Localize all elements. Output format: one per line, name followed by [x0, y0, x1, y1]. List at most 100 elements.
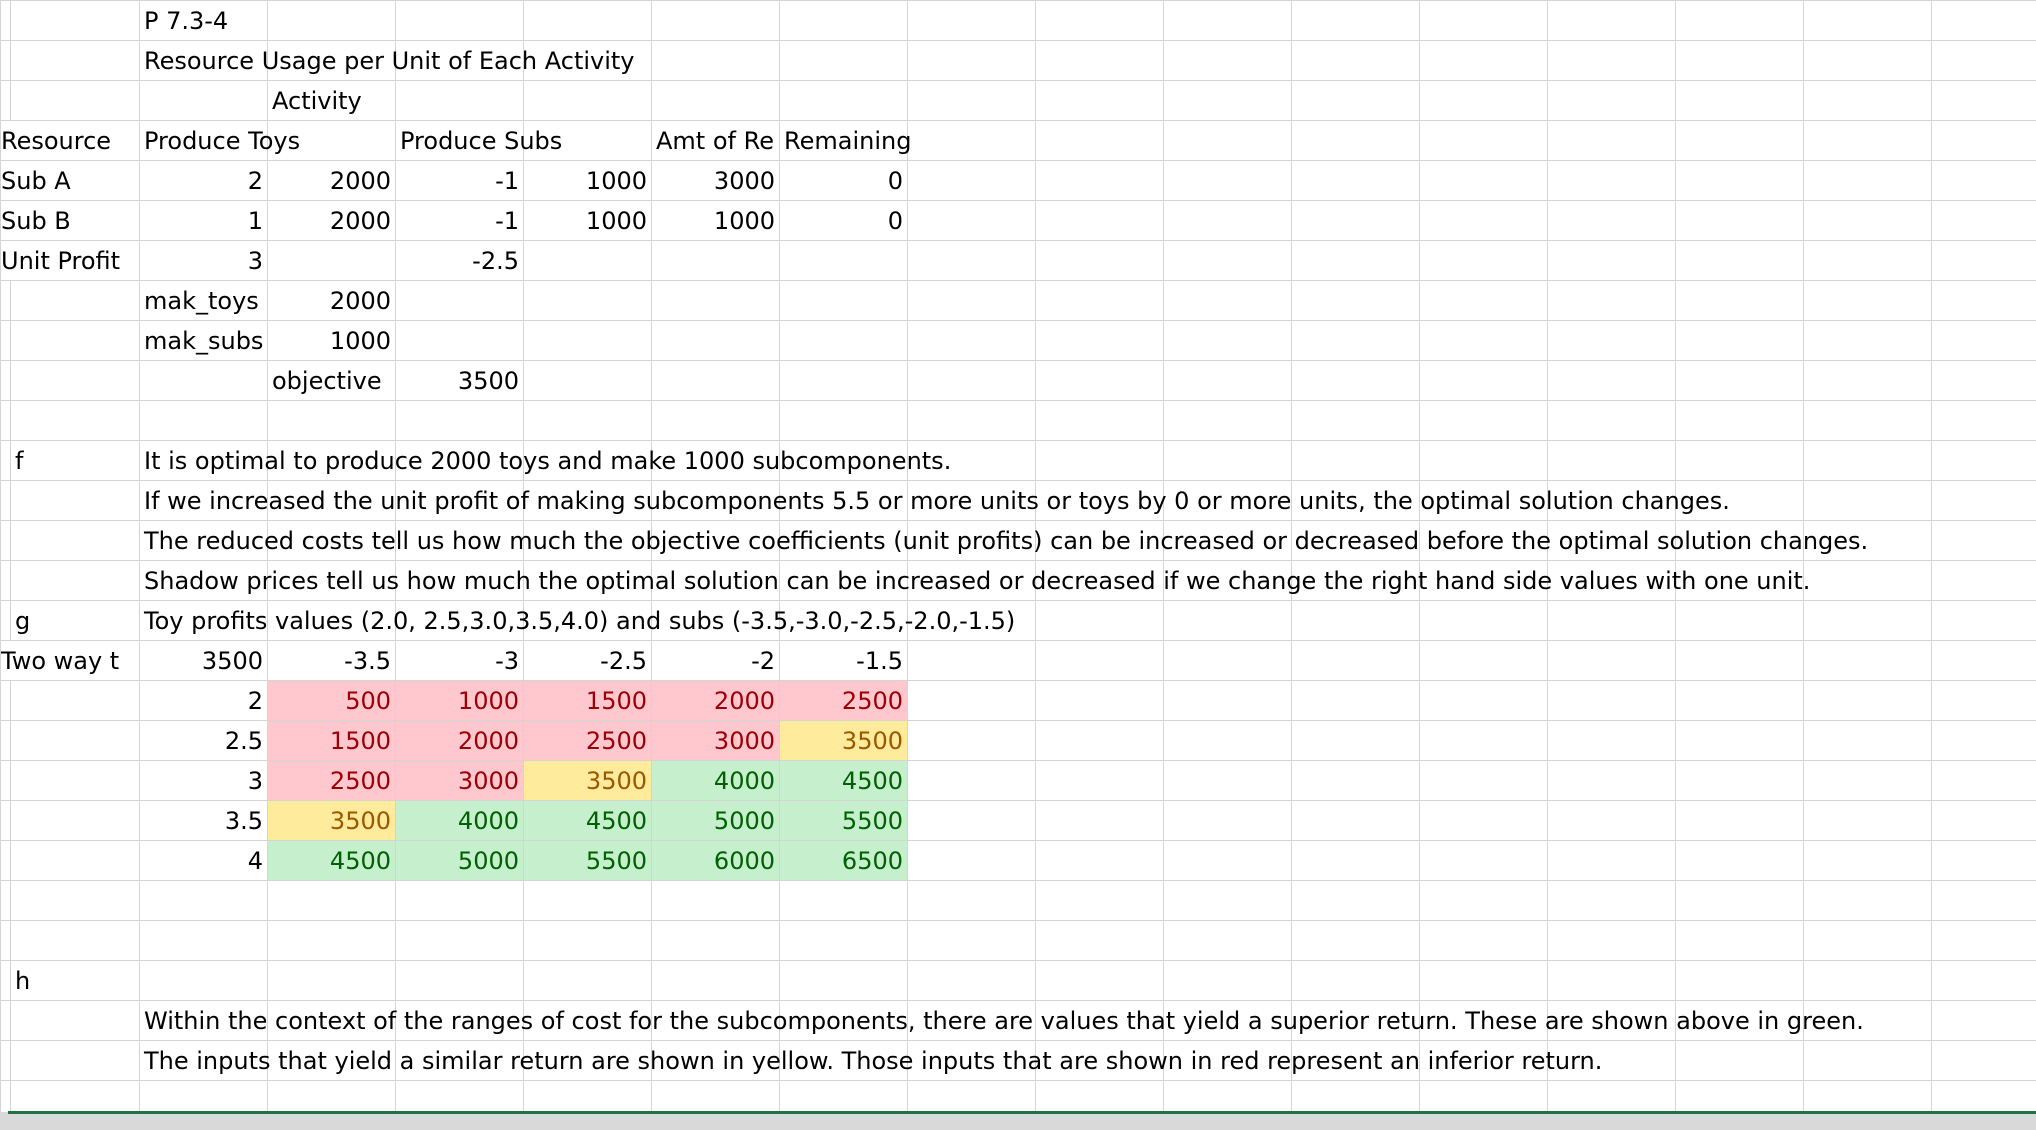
- sheet-cell[interactable]: [1419, 440, 1548, 481]
- sheet-cell[interactable]: [395, 1080, 524, 1113]
- sheet-cell[interactable]: [1803, 920, 1932, 961]
- objective-value-cell[interactable]: 3500: [395, 360, 524, 401]
- two-way-value-cell[interactable]: 1000: [395, 680, 524, 721]
- sheet-cell[interactable]: [1547, 320, 1676, 361]
- sheet-cell[interactable]: [523, 80, 652, 121]
- sheet-cell[interactable]: [0, 480, 11, 521]
- sheet-cell[interactable]: [10, 480, 140, 521]
- sheet-cell[interactable]: [10, 720, 140, 761]
- sheet-cell[interactable]: [1163, 320, 1292, 361]
- subs-usage-cell[interactable]: -1: [395, 200, 524, 241]
- sheet-cell[interactable]: [1547, 1080, 1676, 1113]
- sheet-cell[interactable]: [907, 360, 1036, 401]
- toy-value-header-cell[interactable]: 3.5: [139, 800, 268, 841]
- sub-value-header-cell[interactable]: -3: [395, 640, 524, 681]
- sheet-cell[interactable]: [139, 400, 268, 441]
- two-way-value-cell[interactable]: 4500: [523, 800, 652, 841]
- sheet-cell[interactable]: [1803, 1080, 1932, 1113]
- sheet-cell[interactable]: [1163, 560, 1292, 601]
- sheet-cell[interactable]: [523, 920, 652, 961]
- sheet-cell[interactable]: [1931, 520, 2036, 561]
- sheet-cell[interactable]: [1931, 1080, 2036, 1113]
- sheet-cell[interactable]: [267, 400, 396, 441]
- sheet-cell[interactable]: [10, 520, 140, 561]
- sheet-cell[interactable]: [907, 0, 1036, 41]
- sheet-cell[interactable]: [10, 400, 140, 441]
- sheet-cell[interactable]: [907, 560, 1036, 601]
- sheet-cell[interactable]: [1035, 0, 1164, 41]
- sheet-cell[interactable]: [779, 960, 908, 1001]
- sheet-cell[interactable]: [0, 760, 11, 801]
- sheet-cell[interactable]: [1675, 640, 1804, 681]
- two-way-corner-cell[interactable]: 3500: [139, 640, 268, 681]
- sheet-cell[interactable]: [0, 560, 11, 601]
- sheet-cell[interactable]: [1675, 0, 1804, 41]
- sheet-cell[interactable]: [1675, 400, 1804, 441]
- sheet-cell[interactable]: [651, 0, 780, 41]
- sheet-cell[interactable]: [907, 840, 1036, 881]
- sheet-cell[interactable]: [1803, 1000, 1932, 1041]
- sheet-cell[interactable]: [395, 960, 524, 1001]
- sheet-cell[interactable]: [1163, 640, 1292, 681]
- sheet-cell[interactable]: [907, 280, 1036, 321]
- sheet-cell[interactable]: [1163, 960, 1292, 1001]
- sheet-cell[interactable]: [1931, 480, 2036, 521]
- resource-name-cell[interactable]: Sub B: [0, 200, 140, 241]
- sheet-cell[interactable]: [1547, 280, 1676, 321]
- sheet-cell[interactable]: [10, 680, 140, 721]
- sheet-cell[interactable]: [779, 40, 908, 81]
- sheet-cell[interactable]: [1163, 840, 1292, 881]
- sheet-cell[interactable]: [10, 800, 140, 841]
- sheet-cell[interactable]: [651, 920, 780, 961]
- sheet-cell[interactable]: [1163, 120, 1292, 161]
- sheet-cell[interactable]: [1291, 40, 1420, 81]
- sheet-cell[interactable]: [1291, 400, 1420, 441]
- sheet-cell[interactable]: [1675, 960, 1804, 1001]
- sheet-cell[interactable]: [1803, 720, 1932, 761]
- sheet-cell[interactable]: [779, 320, 908, 361]
- sheet-cell[interactable]: [1035, 80, 1164, 121]
- two-way-value-cell[interactable]: 3000: [651, 720, 780, 761]
- make-toys-label-cell[interactable]: mak_toys: [139, 280, 268, 321]
- sub-value-header-cell[interactable]: -2.5: [523, 640, 652, 681]
- two-way-value-cell[interactable]: 5000: [395, 840, 524, 881]
- sheet-cell[interactable]: [1803, 840, 1932, 881]
- sheet-cell[interactable]: [1547, 920, 1676, 961]
- sheet-cell[interactable]: [1931, 920, 2036, 961]
- sheet-cell[interactable]: [1931, 760, 2036, 801]
- sheet-cell[interactable]: [1803, 800, 1932, 841]
- sheet-cell[interactable]: [651, 1080, 780, 1113]
- sheet-cell[interactable]: [907, 40, 1036, 81]
- subs-used-cell[interactable]: 1000: [523, 200, 652, 241]
- sheet-cell[interactable]: [523, 600, 652, 641]
- sub-value-header-cell[interactable]: -1.5: [779, 640, 908, 681]
- sheet-cell[interactable]: [267, 1080, 396, 1113]
- sheet-cell[interactable]: [1675, 800, 1804, 841]
- sheet-cell[interactable]: [1547, 760, 1676, 801]
- sheet-cell[interactable]: [10, 1080, 140, 1113]
- sheet-cell[interactable]: [1163, 360, 1292, 401]
- sheet-cell[interactable]: [523, 240, 652, 281]
- sheet-cell[interactable]: [1803, 360, 1932, 401]
- sheet-cell[interactable]: [907, 120, 1036, 161]
- two-way-value-cell[interactable]: 1500: [267, 720, 396, 761]
- toys-used-cell[interactable]: 2000: [267, 160, 396, 201]
- sheet-cell[interactable]: [0, 40, 11, 81]
- two-way-value-cell[interactable]: 5000: [651, 800, 780, 841]
- sheet-cell[interactable]: [139, 960, 268, 1001]
- sheet-cell[interactable]: [1675, 840, 1804, 881]
- sheet-cell[interactable]: [0, 0, 11, 41]
- sheet-cell[interactable]: [1675, 680, 1804, 721]
- sheet-cell[interactable]: [1547, 960, 1676, 1001]
- sheet-cell[interactable]: [1803, 760, 1932, 801]
- sheet-cell[interactable]: [1931, 320, 2036, 361]
- sheet-cell[interactable]: [1163, 1000, 1292, 1041]
- sheet-cell[interactable]: [779, 280, 908, 321]
- sheet-cell[interactable]: [0, 280, 11, 321]
- sheet-cell[interactable]: [779, 240, 908, 281]
- sheet-cell[interactable]: [1291, 160, 1420, 201]
- sheet-cell[interactable]: [1675, 880, 1804, 921]
- sheet-cell[interactable]: [267, 480, 396, 521]
- sheet-cell[interactable]: [907, 800, 1036, 841]
- sheet-cell[interactable]: [1931, 240, 2036, 281]
